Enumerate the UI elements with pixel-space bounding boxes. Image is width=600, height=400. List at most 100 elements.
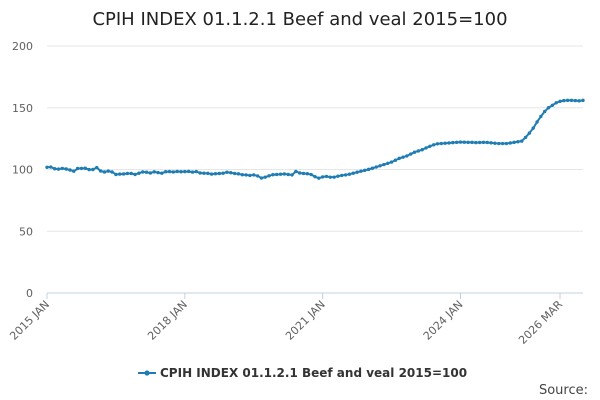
data-point[interactable] [562,98,566,103]
data-point[interactable] [431,143,436,147]
legend[interactable]: CPIH INDEX 01.1.2.1 Beef and veal 2015=1… [138,366,467,380]
data-point[interactable] [64,167,68,171]
data-point[interactable] [374,165,378,169]
data-point[interactable] [60,166,65,171]
data-point[interactable] [179,170,183,174]
data-point[interactable] [340,173,344,178]
data-point[interactable] [98,169,103,173]
data-point[interactable] [118,172,122,176]
data-point[interactable] [504,141,509,146]
data-point[interactable] [386,161,390,166]
data-point[interactable] [255,174,260,178]
data-point[interactable] [167,169,172,174]
data-point[interactable] [301,171,306,176]
data-point[interactable] [543,109,547,114]
data-point[interactable] [577,99,581,103]
data-point[interactable] [550,103,555,107]
data-point[interactable] [412,150,417,154]
data-point[interactable] [121,172,126,176]
data-point[interactable] [366,167,371,172]
data-point[interactable] [508,141,512,145]
data-point[interactable] [229,171,233,175]
data-point[interactable] [520,139,524,143]
data-point[interactable] [75,166,80,171]
data-point[interactable] [397,156,401,161]
data-point[interactable] [225,170,229,174]
data-point[interactable] [443,141,447,145]
data-point[interactable] [294,169,298,174]
data-point[interactable] [278,172,283,176]
legend-label[interactable]: CPIH INDEX 01.1.2.1 Beef and veal 2015=1… [160,366,467,380]
data-point[interactable] [183,169,187,174]
data-point[interactable] [232,171,237,176]
data-point[interactable] [439,141,444,146]
data-point[interactable] [263,175,267,179]
data-point[interactable] [91,167,95,172]
data-point[interactable] [363,168,367,173]
data-point[interactable] [435,142,440,146]
data-point[interactable] [313,174,317,179]
data-point[interactable] [554,101,558,105]
data-point[interactable] [114,172,118,177]
data-point[interactable] [87,167,91,172]
data-point[interactable] [221,171,225,175]
data-point[interactable] [462,140,467,144]
data-point[interactable] [527,131,532,135]
data-point[interactable] [489,141,493,145]
data-point[interactable] [493,141,497,145]
data-point[interactable] [359,169,363,173]
data-point[interactable] [474,140,478,145]
data-point[interactable] [106,169,110,173]
data-point[interactable] [409,152,413,156]
data-point[interactable] [420,148,424,152]
data-point[interactable] [347,172,352,176]
data-point[interactable] [447,141,451,145]
data-point[interactable] [470,140,474,145]
data-point[interactable] [206,171,210,176]
data-point[interactable] [186,169,191,174]
data-point[interactable] [512,140,516,145]
data-point[interactable] [194,169,199,174]
data-point[interactable] [317,176,321,180]
data-point[interactable] [320,175,325,179]
data-point[interactable] [451,140,455,145]
data-point[interactable] [156,170,160,175]
data-point[interactable] [175,169,179,174]
data-point[interactable] [129,171,133,176]
data-point[interactable] [271,172,275,177]
data-point[interactable] [267,174,271,178]
data-point[interactable] [389,160,394,164]
data-point[interactable] [393,158,398,162]
data-point[interactable] [539,114,543,119]
data-point[interactable] [68,168,72,172]
data-point[interactable] [102,170,107,174]
data-point[interactable] [355,170,359,174]
data-point[interactable] [209,172,214,176]
data-point[interactable] [137,171,141,175]
data-point[interactable] [481,140,486,145]
data-point[interactable] [125,171,130,176]
data-point[interactable] [378,164,382,168]
data-point[interactable] [466,140,470,145]
data-point[interactable] [72,169,76,173]
data-point[interactable] [500,141,505,146]
data-point[interactable] [190,170,195,174]
data-point[interactable] [405,154,409,158]
data-point[interactable] [56,167,61,171]
data-point[interactable] [213,172,218,176]
data-point[interactable] [202,171,206,175]
data-point[interactable] [141,170,145,174]
data-point[interactable] [286,172,290,177]
data-point[interactable] [565,98,570,103]
data-point[interactable] [148,171,153,175]
data-point[interactable] [416,149,421,153]
data-point[interactable] [523,135,528,140]
data-point[interactable] [248,173,252,178]
data-point[interactable] [558,99,562,104]
data-point[interactable] [516,140,520,144]
data-point[interactable] [382,162,386,167]
data-point[interactable] [569,98,574,103]
data-point[interactable] [110,170,114,174]
data-point[interactable] [424,146,428,150]
data-point[interactable] [581,98,585,103]
